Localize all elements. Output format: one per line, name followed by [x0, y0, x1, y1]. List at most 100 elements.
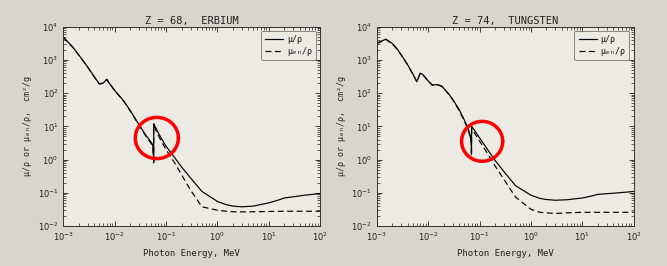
μₑₙ/ρ: [424, 80, 432, 83]
μ/ρ: [111, 89, 119, 92]
μₑₙ/ρ: [147, 141, 155, 144]
μₑₙ/ρ: [466, 135, 474, 138]
μ/ρ: [445, 92, 453, 95]
μₑₙ/ρ: [449, 98, 457, 101]
μₑₙ/ρ: [111, 89, 119, 92]
μₑₙ/ρ: [438, 84, 446, 88]
μ/ρ: [536, 197, 544, 200]
μ/ρ: [280, 196, 288, 200]
μ/ρ: [249, 205, 257, 208]
μ/ρ: [434, 83, 442, 86]
μₑₙ/ρ: [428, 84, 436, 87]
μₑₙ/ρ: [398, 54, 406, 57]
μₑₙ/ρ: [440, 87, 448, 90]
μₑₙ/ρ: [468, 142, 476, 145]
μ/ρ: [409, 72, 417, 76]
μₑₙ/ρ: [382, 38, 390, 41]
μₑₙ/ρ: [434, 83, 442, 86]
μ/ρ: [630, 190, 638, 193]
μₑₙ/ρ: [157, 139, 165, 142]
μ/ρ: [476, 136, 484, 139]
μₑₙ/ρ: [373, 42, 381, 45]
μ/ρ: [428, 84, 436, 87]
μ/ρ: [95, 82, 103, 85]
μ/ρ: [90, 75, 98, 78]
μₑₙ/ρ: [468, 150, 476, 153]
μ/ρ: [500, 170, 508, 173]
μₑₙ/ρ: [198, 205, 206, 209]
μ/ρ: [198, 190, 206, 193]
μ/ρ: [135, 123, 143, 127]
μ/ρ: [149, 155, 157, 159]
μₑₙ/ρ: [460, 119, 468, 122]
μₑₙ/ρ: [377, 40, 385, 43]
μ/ρ: [106, 82, 114, 85]
μₑₙ/ρ: [59, 36, 67, 39]
μₑₙ/ρ: [563, 211, 571, 214]
μₑₙ/ρ: [238, 210, 246, 213]
Line: μₑₙ/ρ: μₑₙ/ρ: [63, 38, 320, 212]
μₑₙ/ρ: [149, 145, 157, 148]
μ/ρ: [141, 133, 149, 136]
μₑₙ/ρ: [149, 124, 157, 127]
μₑₙ/ρ: [149, 163, 157, 166]
μ/ρ: [416, 72, 424, 75]
μₑₙ/ρ: [552, 212, 560, 215]
μ/ρ: [108, 86, 116, 89]
μ/ρ: [440, 87, 448, 90]
μₑₙ/ρ: [422, 77, 430, 80]
μₑₙ/ρ: [171, 162, 179, 165]
μ/ρ: [460, 118, 468, 121]
μₑₙ/ρ: [90, 75, 98, 78]
μₑₙ/ρ: [135, 124, 143, 127]
μ/ρ: [578, 196, 586, 200]
μ/ρ: [274, 199, 282, 202]
μ/ρ: [101, 80, 109, 83]
μ/ρ: [75, 53, 83, 57]
μₑₙ/ρ: [149, 158, 157, 161]
μ/ρ: [424, 80, 432, 83]
X-axis label: Photon Energy, MeV: Photon Energy, MeV: [143, 249, 240, 258]
μ/ρ: [223, 203, 231, 206]
μₑₙ/ρ: [249, 210, 257, 213]
μ/ρ: [120, 99, 128, 103]
μ/ρ: [238, 205, 246, 209]
μₑₙ/ρ: [416, 72, 424, 75]
Line: μ/ρ: μ/ρ: [377, 39, 634, 200]
μ/ρ: [149, 143, 157, 146]
μₑₙ/ρ: [468, 127, 476, 130]
μ/ρ: [151, 124, 159, 127]
μₑₙ/ρ: [120, 100, 128, 103]
μ/ρ: [84, 66, 92, 69]
μₑₙ/ρ: [104, 80, 112, 84]
X-axis label: Photon Energy, MeV: Photon Energy, MeV: [457, 249, 554, 258]
μ/ρ: [420, 73, 428, 77]
μₑₙ/ρ: [536, 211, 544, 214]
μₑₙ/ρ: [455, 109, 463, 112]
μ/ρ: [171, 157, 179, 160]
μₑₙ/ρ: [394, 48, 402, 51]
μ/ρ: [154, 131, 162, 134]
μ/ρ: [552, 199, 560, 202]
μₑₙ/ρ: [280, 210, 288, 213]
μₑₙ/ρ: [162, 148, 170, 151]
μ/ρ: [468, 125, 476, 128]
μ/ρ: [377, 40, 385, 43]
μ/ρ: [394, 48, 402, 51]
Title: Z = 68,  ERBIUM: Z = 68, ERBIUM: [145, 16, 239, 26]
μₑₙ/ρ: [106, 82, 114, 86]
μₑₙ/ρ: [316, 210, 324, 213]
μ/ρ: [468, 140, 476, 143]
μₑₙ/ρ: [630, 211, 638, 214]
μ/ρ: [59, 36, 67, 39]
μ/ρ: [301, 194, 309, 197]
μₑₙ/ρ: [388, 42, 396, 45]
μ/ρ: [438, 84, 446, 88]
μₑₙ/ρ: [99, 82, 107, 85]
μ/ρ: [512, 184, 520, 187]
μ/ρ: [99, 81, 107, 85]
Title: Z = 74,  TUNGSTEN: Z = 74, TUNGSTEN: [452, 16, 558, 26]
μ/ρ: [213, 200, 221, 203]
μ/ρ: [187, 176, 195, 180]
μ/ρ: [177, 165, 185, 169]
